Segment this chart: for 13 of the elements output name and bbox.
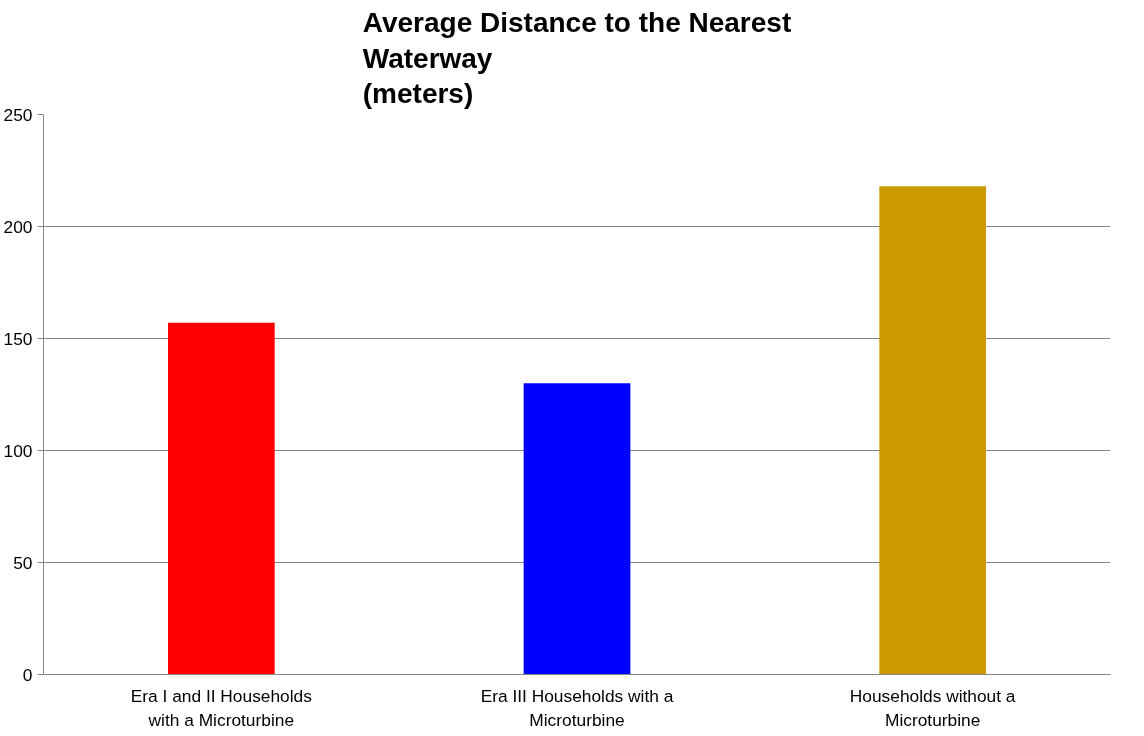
x-tick-label: Households without a Microturbine: [849, 685, 1016, 730]
y-tick-label: 200: [3, 216, 33, 237]
chart-title: Average Distance to the Nearest Waterway (meters): [362, 7, 792, 110]
y-tick-label: 150: [3, 328, 33, 349]
x-tick-label: Era I and II Households with a Microturbine: [130, 685, 313, 730]
x-tick-label: Era III Households with a Microturbine: [480, 685, 674, 730]
y-tick-label: 100: [3, 440, 33, 461]
y-tick-label: 250: [3, 104, 33, 125]
bar: [167, 322, 275, 675]
bar: [879, 186, 987, 675]
y-tick-label: 50: [13, 552, 33, 573]
bar: [523, 383, 631, 675]
y-tick-label: 0: [22, 664, 33, 685]
